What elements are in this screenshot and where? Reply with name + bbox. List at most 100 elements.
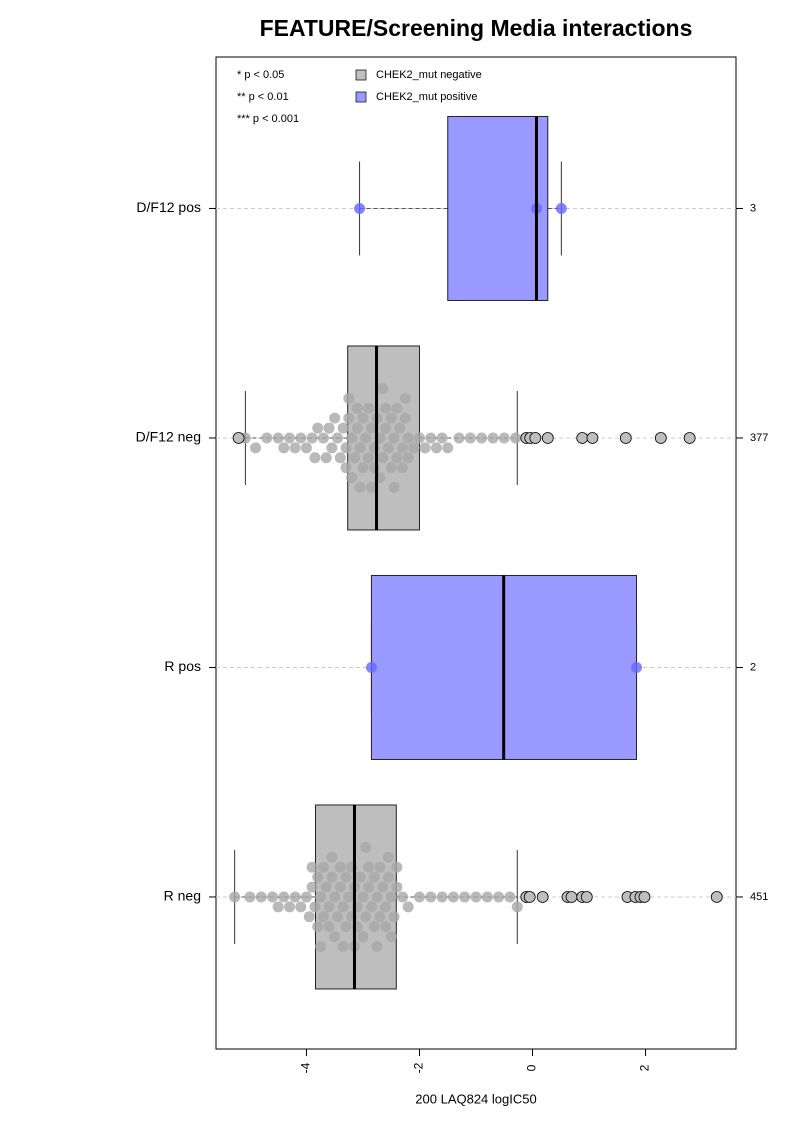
data-point [306, 432, 318, 444]
x-axis-label: 200 LAQ824 logIC50 [415, 1091, 536, 1106]
outlier [654, 432, 667, 444]
data-point [380, 422, 392, 434]
data-point [283, 901, 295, 913]
legend-swatch [355, 69, 367, 81]
data-point [436, 891, 448, 903]
data-point [300, 891, 312, 903]
data-point [351, 422, 363, 434]
data-point [380, 901, 392, 913]
data-point [326, 871, 338, 883]
data-point [360, 432, 372, 444]
data-point [329, 891, 341, 903]
data-point [312, 422, 324, 434]
data-point [391, 452, 403, 464]
data-point [402, 432, 414, 444]
data-point [391, 402, 403, 414]
data-point [323, 921, 335, 933]
data-point [326, 442, 338, 454]
data-point [511, 901, 523, 913]
data-point [306, 861, 318, 873]
data-point [340, 442, 352, 454]
data-point [555, 202, 567, 214]
chart-title: FEATURE/Screening Media interactions [260, 15, 693, 41]
data-point [380, 402, 392, 414]
data-point [382, 871, 394, 883]
data-point [354, 871, 366, 883]
count-label: 3 [750, 202, 756, 214]
data-point [363, 452, 375, 464]
outlier [683, 432, 696, 444]
data-point [354, 442, 366, 454]
data-point [278, 442, 290, 454]
data-point [343, 412, 355, 424]
data-point [402, 901, 414, 913]
outlier [523, 891, 536, 903]
data-point [334, 452, 346, 464]
data-point [320, 452, 332, 464]
outlier [710, 891, 723, 903]
data-point [340, 921, 352, 933]
data-point [459, 891, 471, 903]
data-point [357, 891, 369, 903]
data-point [317, 861, 329, 873]
y-tick-label: D/F12 pos [136, 199, 201, 215]
data-point [380, 921, 392, 933]
data-point [340, 462, 352, 474]
data-point [272, 901, 284, 913]
data-point [382, 442, 394, 454]
data-point [332, 911, 344, 923]
data-point [464, 432, 476, 444]
data-point [351, 402, 363, 414]
data-point [419, 442, 431, 454]
data-point [374, 911, 386, 923]
data-point [504, 891, 516, 903]
data-point [306, 881, 318, 893]
data-point [394, 422, 406, 434]
data-point [250, 442, 262, 454]
outlier [580, 891, 593, 903]
data-point [317, 432, 329, 444]
data-point [340, 871, 352, 883]
data-point [453, 432, 465, 444]
data-point [402, 452, 414, 464]
data-point [493, 891, 505, 903]
data-point [399, 392, 411, 404]
y-tick-label: R pos [164, 658, 201, 674]
outlier [586, 432, 599, 444]
data-point [377, 881, 389, 893]
data-point [388, 911, 400, 923]
data-point [368, 921, 380, 933]
data-point [348, 452, 360, 464]
outlier [638, 891, 651, 903]
data-point [481, 891, 493, 903]
data-point [320, 881, 332, 893]
data-point [399, 412, 411, 424]
plot-frame [215, 56, 737, 1050]
x-tick-label: 2 [638, 1064, 652, 1071]
data-point [267, 891, 279, 903]
legend-label: CHEK2_mut negative [376, 69, 482, 81]
count-label: 451 [750, 891, 768, 903]
data-point [315, 940, 327, 952]
data-point [397, 462, 409, 474]
data-point [377, 452, 389, 464]
legend-note: * p < 0.05 [237, 69, 284, 81]
data-point [346, 432, 358, 444]
data-point [498, 432, 510, 444]
data-point [295, 432, 307, 444]
data-point [300, 442, 312, 454]
data-point [323, 422, 335, 434]
data-point [425, 432, 437, 444]
data-point [442, 442, 454, 454]
data-point [631, 661, 643, 673]
legend-label: CHEK2_mut positive [376, 91, 478, 103]
data-point [334, 861, 346, 873]
data-point [354, 481, 366, 493]
data-point [363, 861, 375, 873]
data-point [255, 891, 267, 903]
data-point [391, 861, 403, 873]
legend-swatch [355, 91, 367, 103]
count-label: 377 [750, 432, 768, 444]
data-point [397, 442, 409, 454]
